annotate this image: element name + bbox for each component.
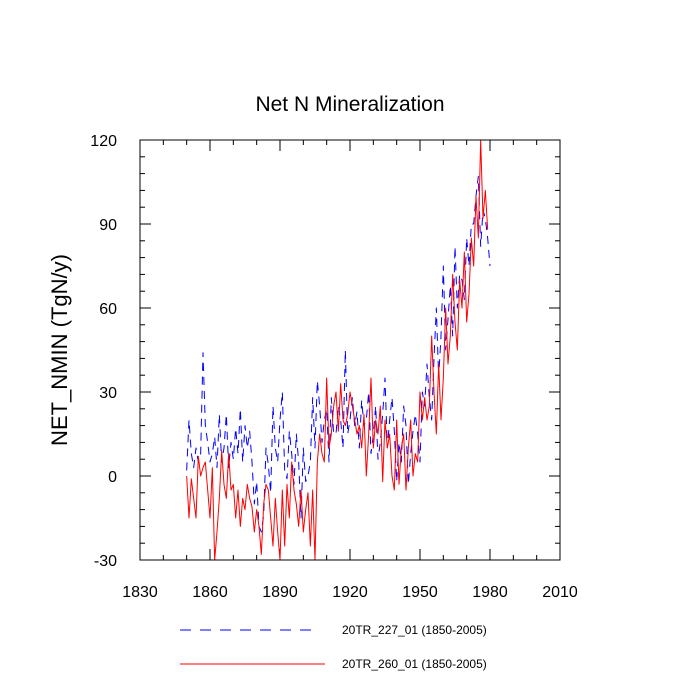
y-tick-label-60: 60 (99, 301, 117, 318)
series-layer (186, 139, 491, 561)
chart-title: Net N Mineralization (255, 93, 444, 116)
y-tick-labels: -30 0 30 60 90 120 (90, 133, 117, 570)
x-tick-label-1920: 1920 (332, 584, 368, 601)
y-tick-label-0: 0 (108, 469, 117, 486)
x-tick-label-1830: 1830 (122, 584, 158, 601)
legend: 20TR_227_01 (1850-2005) 20TR_260_01 (185… (180, 623, 487, 671)
x-tick-label-1980: 1980 (472, 584, 508, 601)
y-tick-label-90: 90 (99, 217, 117, 234)
x-tick-label-2010: 2010 (542, 584, 578, 601)
major-ticks (139, 139, 561, 561)
x-tick-labels: 1830 1860 1890 1920 1950 1980 2010 (122, 584, 578, 601)
series-line-20tr-227 (186, 175, 491, 533)
x-tick-label-1950: 1950 (402, 584, 438, 601)
y-tick-label-30: 30 (99, 385, 117, 402)
x-tick-label-1890: 1890 (262, 584, 298, 601)
series-line-20tr-260 (186, 139, 489, 561)
legend-label-20tr-260: 20TR_260_01 (1850-2005) (342, 657, 487, 671)
y-tick-label-120: 120 (90, 133, 117, 150)
y-axis-label: NET_NMIN (TgN/y) (47, 254, 72, 446)
plot-frame (139, 139, 561, 561)
minor-ticks (140, 140, 560, 560)
legend-label-20tr-227: 20TR_227_01 (1850-2005) (342, 623, 487, 637)
x-tick-label-1860: 1860 (192, 584, 228, 601)
y-tick-label--30: -30 (94, 553, 117, 570)
